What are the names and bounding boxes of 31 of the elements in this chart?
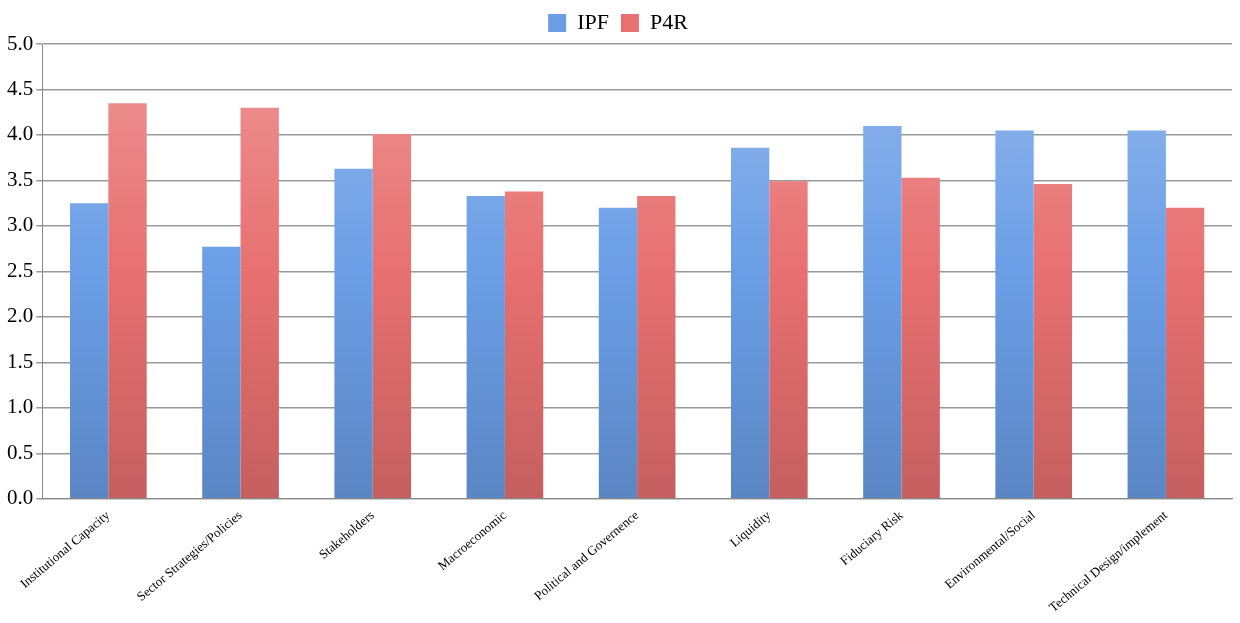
y-tick-label: 3.0: [7, 212, 34, 237]
bar: [1165, 207, 1205, 499]
bar: [995, 130, 1034, 499]
bar: [637, 195, 676, 499]
y-tick-label: 5.0: [7, 30, 34, 55]
y-tick-label: 0.5: [7, 439, 34, 464]
y-tick-label: 2.5: [7, 257, 34, 282]
y-tick-label: 4.0: [7, 121, 34, 146]
bar: [240, 107, 279, 499]
bar: [598, 207, 638, 499]
bar: [1033, 184, 1073, 499]
bar: [372, 134, 412, 499]
bar: [769, 181, 808, 499]
bar: [108, 103, 147, 499]
legend-label: P4R: [649, 8, 689, 34]
y-tick-label: 1.5: [7, 348, 34, 373]
bar: [334, 168, 373, 499]
bar: [504, 191, 544, 499]
y-tick-label: 2.0: [7, 303, 34, 328]
y-tick-label: 0.0: [7, 485, 34, 510]
bar: [901, 177, 940, 499]
legend-label: IPF: [577, 8, 609, 34]
bar: [1127, 130, 1166, 499]
bar: [730, 147, 770, 499]
bar: [202, 246, 241, 499]
bar: [863, 125, 902, 499]
y-tick-label: 1.0: [7, 394, 34, 419]
y-tick-label: 4.5: [7, 76, 34, 100]
bar: [466, 195, 505, 499]
bar: [70, 203, 109, 499]
y-tick-label: 3.5: [7, 166, 34, 191]
